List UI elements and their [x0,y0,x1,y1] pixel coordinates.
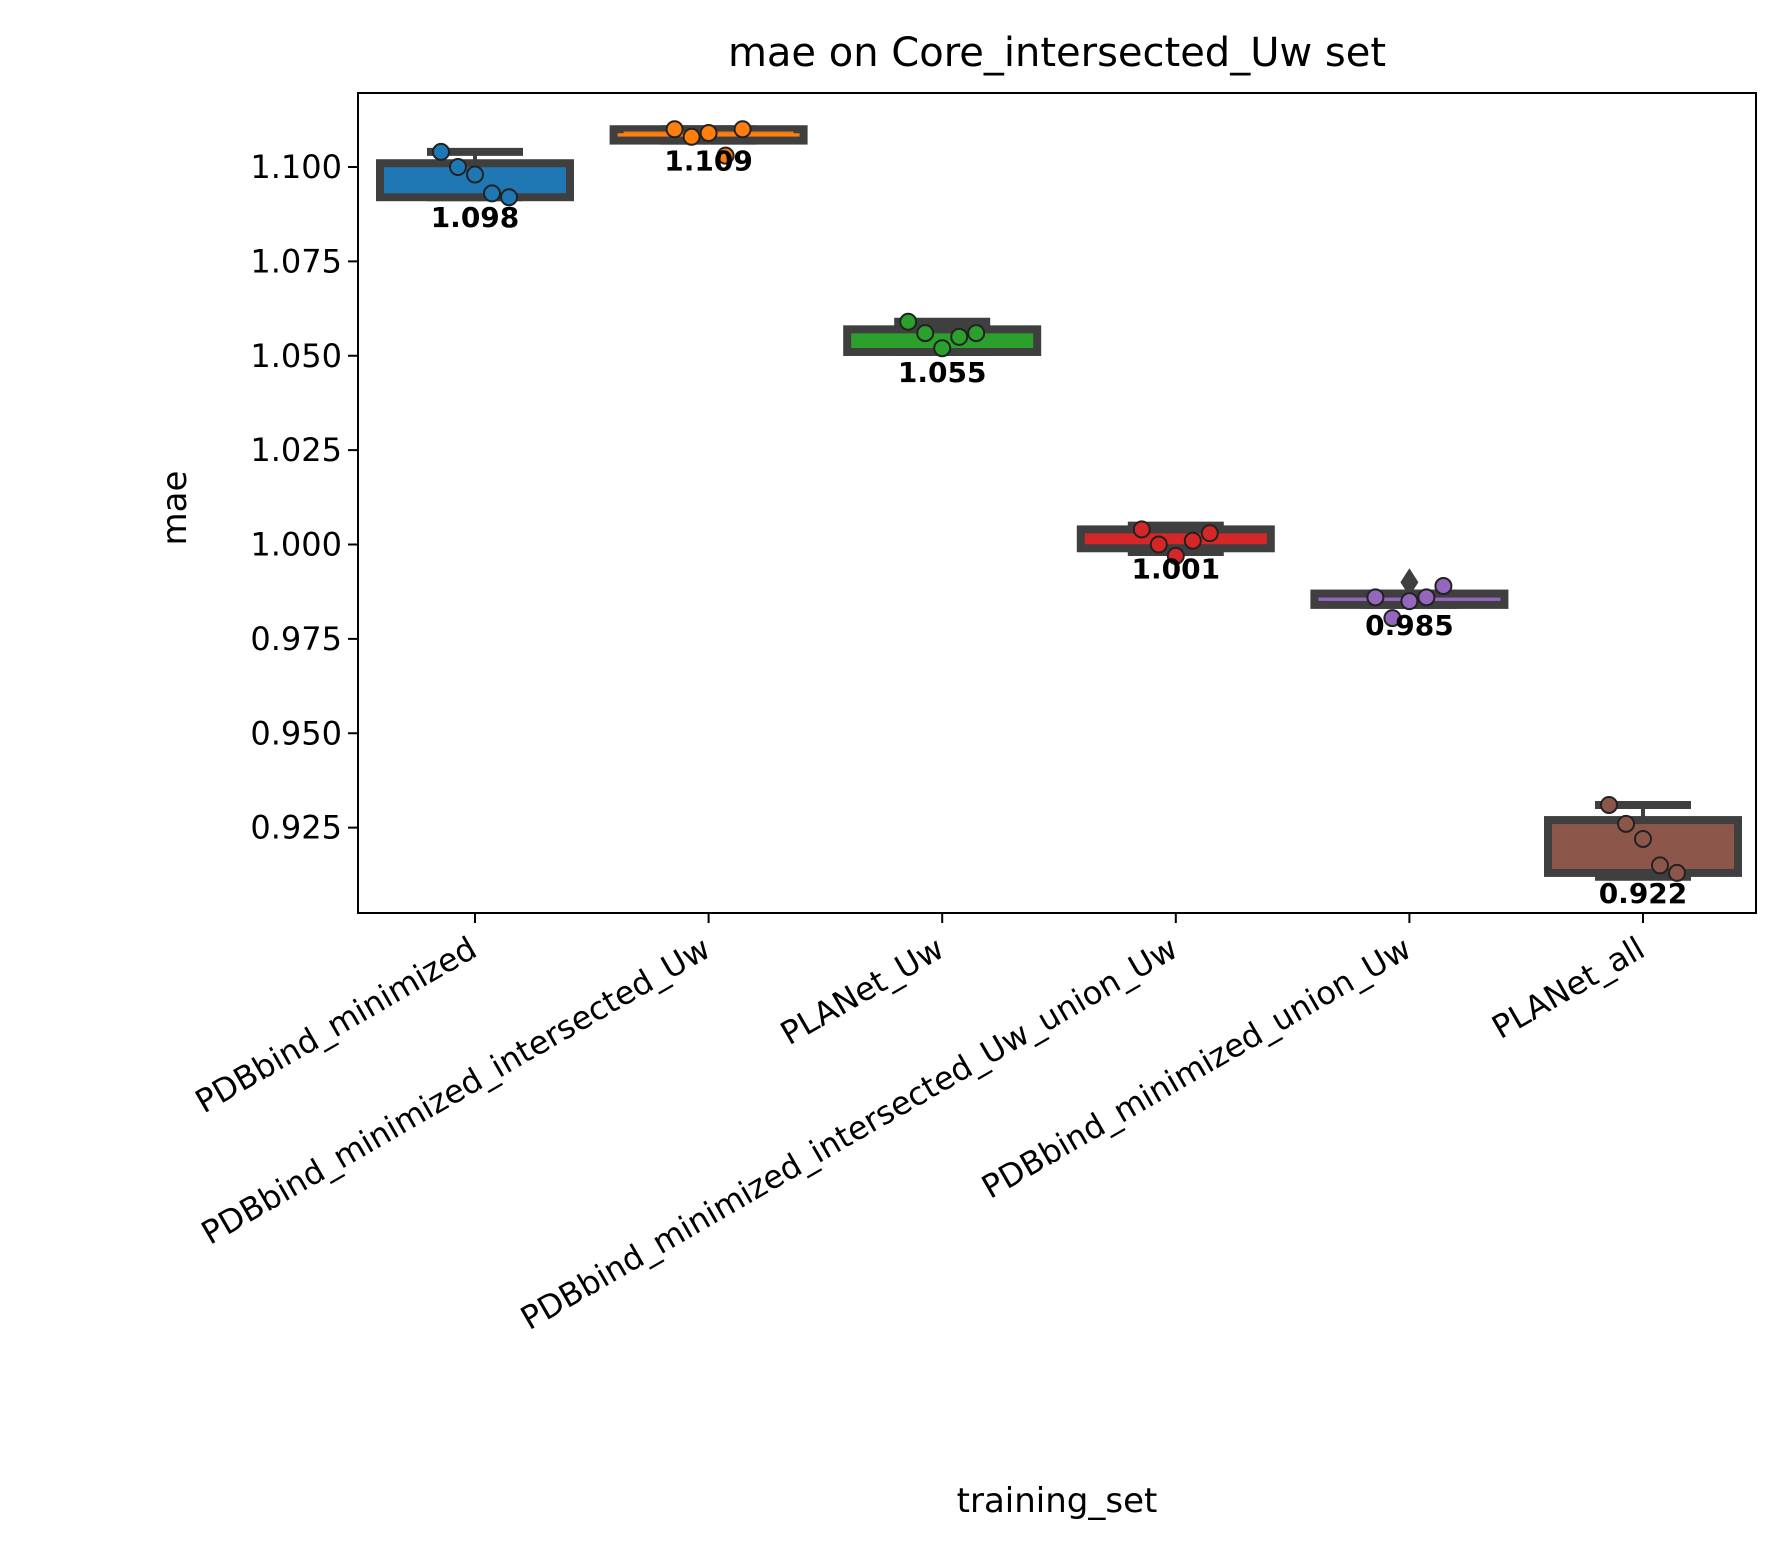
data-point [916,324,935,343]
data-point [899,312,918,331]
data-point [1400,592,1419,611]
data-point [1132,520,1151,539]
data-point [733,120,752,139]
data-point [466,165,484,184]
mean-value-label: 0.922 [1599,877,1688,910]
x-tick-label: PLANet_all [1485,929,1651,1047]
x-tick-label: PDBbind_minimized_union_Uw [975,929,1417,1206]
data-point [449,158,467,176]
y-tick-label: 0.950 [250,714,342,752]
chart-title: mae on Core_intersected_Uw set [728,30,1386,76]
y-tick-label: 0.925 [250,809,342,847]
mean-value-label: 1.001 [1132,552,1221,585]
y-tick-label: 1.000 [250,526,342,564]
data-point [1651,856,1669,875]
data-point [716,146,735,165]
y-tick-label: 1.075 [250,242,342,280]
data-point [432,142,450,161]
data-point [1634,829,1652,848]
data-point [1600,795,1618,814]
mean-value-label: 1.109 [664,145,753,178]
data-point [500,188,518,207]
box-body [1076,525,1275,553]
data-point [1383,609,1402,628]
data-point [1366,588,1385,607]
data-point [1434,577,1453,596]
outlier-marker [1400,568,1419,597]
data-point [665,120,684,139]
data-point [1200,524,1219,543]
data-point [483,184,501,203]
plot-frame [357,92,1757,914]
y-tick-label: 1.050 [250,337,342,375]
data-point [967,324,986,343]
data-point [1166,546,1185,565]
y-axis-label: mae [155,471,195,546]
x-axis-label: training_set [957,1481,1158,1521]
data-point [1417,588,1436,607]
mean-value-label: 1.055 [898,356,987,389]
plot-area: 0.925 0.950 0.975 1.000 1.025 1.050 1.075 1.100… [189,120,1742,1338]
x-tick-label: PLANet_Uw [774,929,950,1053]
data-point [933,339,952,358]
data-point [682,127,701,146]
data-point [1617,814,1635,833]
data-point [950,327,969,346]
data-point [1183,531,1202,550]
mean-value-label: 0.985 [1365,609,1454,642]
y-tick-label: 0.975 [250,620,342,658]
y-tick-label: 1.100 [250,148,342,186]
data-point [699,124,718,143]
data-point [1668,863,1686,882]
y-tick-label: 1.025 [250,431,342,469]
data-point [1149,535,1168,554]
mean-value-label: 1.098 [431,201,520,234]
